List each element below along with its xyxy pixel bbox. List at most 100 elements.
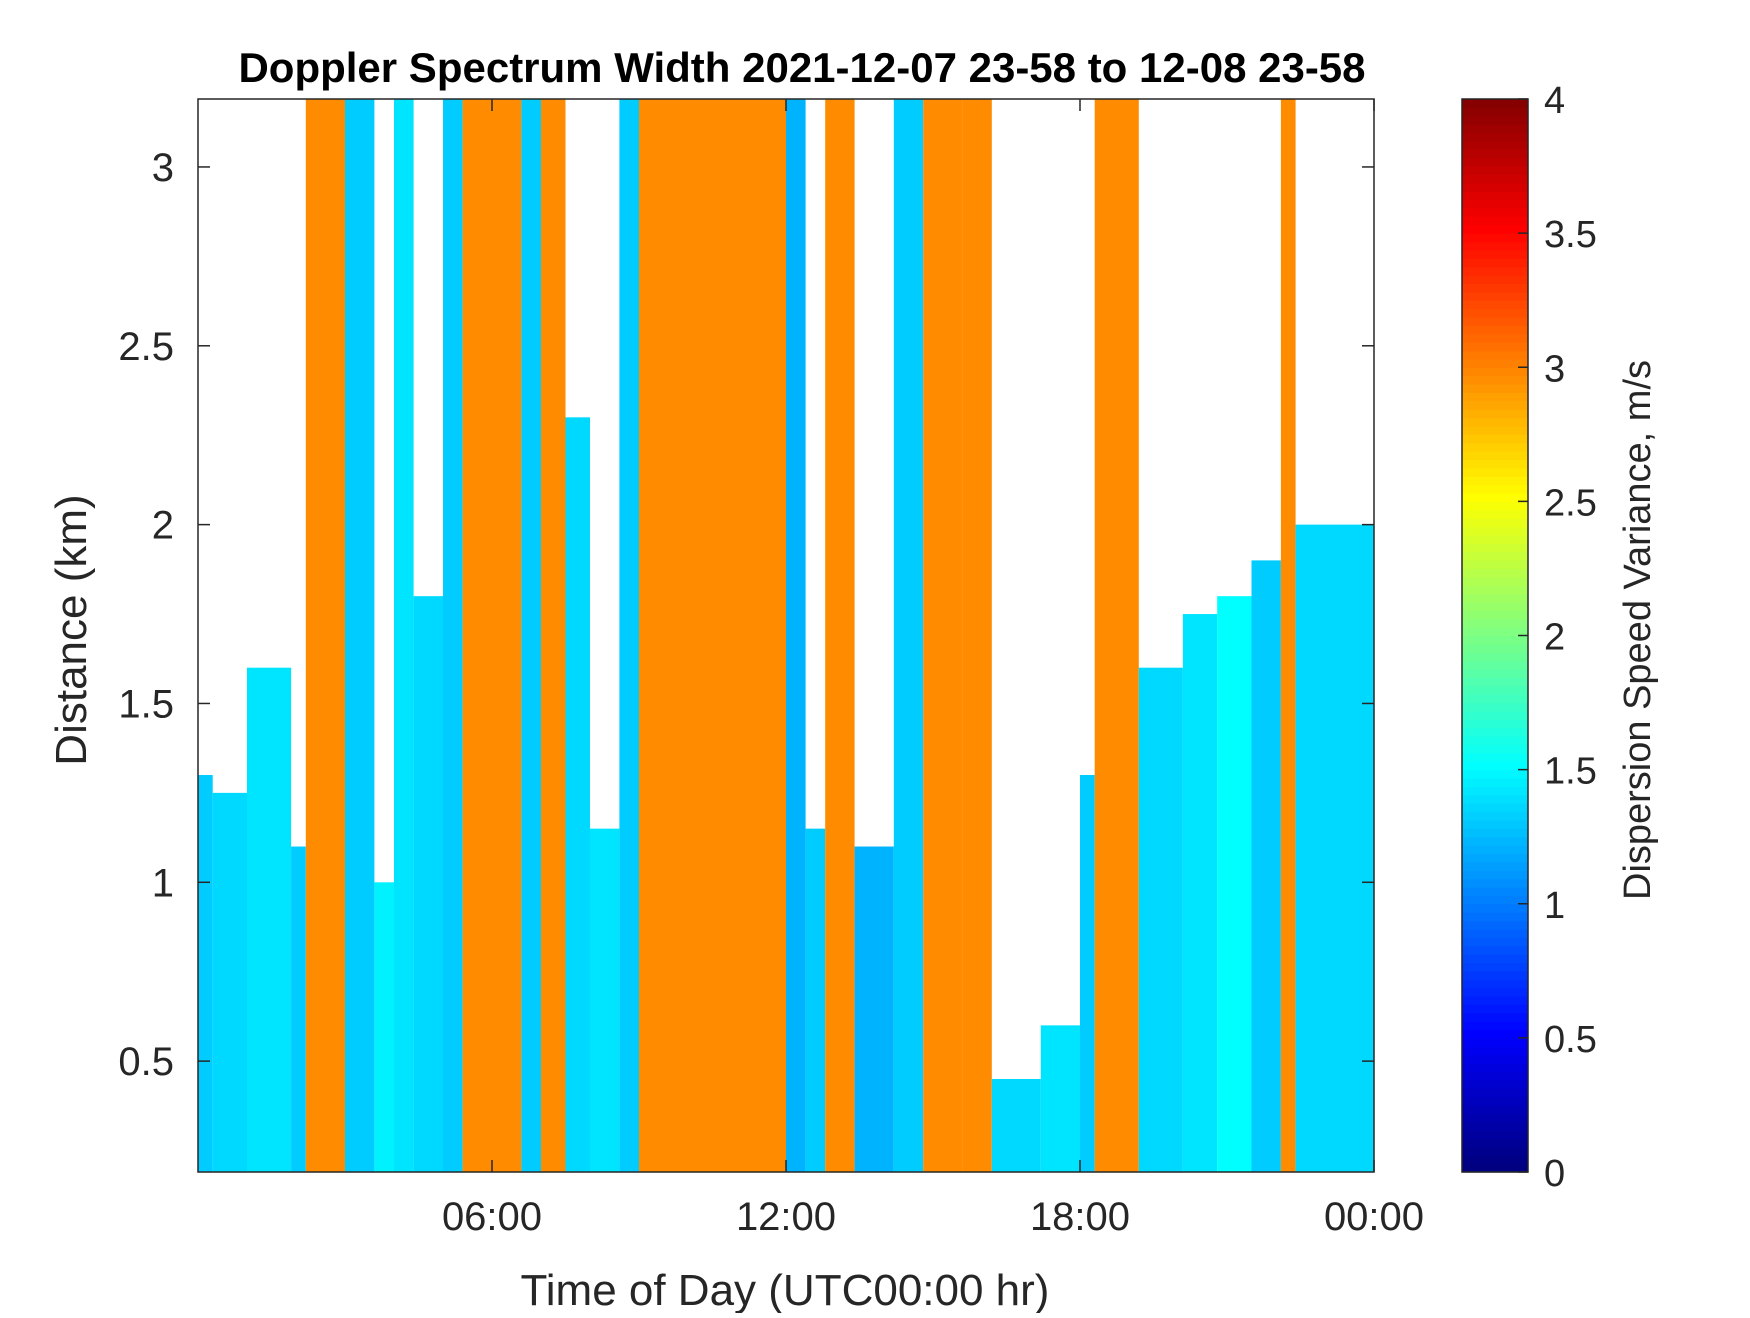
colorbar-segment <box>1462 166 1528 176</box>
colorbar-segment <box>1462 174 1528 184</box>
colorbar-tick-label: 2 <box>1544 617 1565 659</box>
heatmap-cell <box>212 792 247 1172</box>
colorbar-label: Dispersion Speed Variance, m/s <box>1617 360 1659 900</box>
heatmap-cell <box>565 417 590 1172</box>
colorbar-tick-label: 0.5 <box>1544 1019 1597 1061</box>
colorbar-segment <box>1462 710 1528 720</box>
colorbar-segment <box>1462 761 1528 771</box>
colorbar-segment <box>1462 384 1528 393</box>
colorbar-segment <box>1462 811 1528 821</box>
colorbar-segment <box>1462 325 1528 335</box>
colorbar-segment <box>1462 518 1528 528</box>
heatmap-cell <box>1080 774 1095 1172</box>
colorbar-tick-label: 3.5 <box>1544 214 1597 256</box>
colorbar-tick-label: 3 <box>1544 348 1565 390</box>
colorbar-tick-label: 0 <box>1544 1153 1565 1195</box>
y-tick-label: 3 <box>152 146 174 190</box>
colorbar-segment <box>1462 778 1528 787</box>
colorbar-segment <box>1462 744 1528 754</box>
colorbar-segment <box>1462 878 1528 888</box>
colorbar-segment <box>1462 492 1528 502</box>
y-axis-label: Distance (km) <box>47 494 96 765</box>
colorbar-segment <box>1462 392 1528 402</box>
heatmap-cell <box>619 99 639 1172</box>
colorbar-segment <box>1462 727 1528 737</box>
heatmap-cell <box>198 774 213 1172</box>
heatmap-cell <box>991 1079 1041 1172</box>
colorbar-segment <box>1462 367 1528 377</box>
colorbar-segment <box>1462 1037 1528 1047</box>
colorbar-segment <box>1462 627 1528 637</box>
colorbar-segment <box>1462 585 1528 595</box>
colorbar-segment <box>1462 819 1528 829</box>
colorbar-segment <box>1462 886 1528 896</box>
colorbar-segment <box>1462 1046 1528 1056</box>
colorbar-tick-label: 4 <box>1544 80 1565 122</box>
colorbar-segment <box>1462 610 1528 620</box>
colorbar-segment <box>1462 694 1528 704</box>
x-tick-label: 12:00 <box>736 1195 836 1239</box>
colorbar-segment <box>1462 484 1528 494</box>
heatmap-cell <box>247 667 292 1172</box>
heatmap-cell <box>1295 524 1374 1172</box>
colorbar-segment <box>1462 534 1528 544</box>
plot-area <box>198 99 1374 1172</box>
colorbar-segment <box>1462 652 1528 662</box>
colorbar-segment <box>1462 736 1528 746</box>
colorbar-segment <box>1462 828 1528 838</box>
colorbar-segment <box>1462 1138 1528 1148</box>
colorbar-segment <box>1462 677 1528 687</box>
colorbar-segment <box>1462 1012 1528 1022</box>
colorbar-segment <box>1462 702 1528 712</box>
colorbar-segment <box>1462 912 1528 922</box>
heatmap-cell <box>854 846 894 1172</box>
y-tick-label: 1 <box>152 861 174 905</box>
colorbar-segment <box>1462 1079 1528 1089</box>
colorbar-segment <box>1462 375 1528 385</box>
colorbar-segment <box>1462 794 1528 804</box>
heatmap-cell <box>825 99 855 1172</box>
chart-title: Doppler Spectrum Width 2021-12-07 23-58 … <box>238 44 1365 91</box>
colorbar-segment <box>1462 1130 1528 1140</box>
y-tick-label: 2.5 <box>118 325 174 369</box>
colorbar-segment <box>1462 140 1528 150</box>
heatmap-cell <box>1217 596 1252 1172</box>
colorbar-segment <box>1462 191 1528 201</box>
colorbar-segment <box>1462 132 1528 142</box>
colorbar-segment <box>1462 568 1528 578</box>
y-tick-label: 2 <box>152 504 174 548</box>
colorbar-segment <box>1462 308 1528 318</box>
colorbar-segment <box>1462 275 1528 285</box>
colorbar: 0 0.5 1 1.5 2 2.5 3 3.5 4 <box>1461 80 1597 1195</box>
colorbar-segment <box>1462 451 1528 461</box>
colorbar-segment <box>1462 786 1528 796</box>
heatmap-cell <box>1182 614 1218 1172</box>
colorbar-segment <box>1462 1121 1528 1131</box>
colorbar-segment <box>1462 551 1528 561</box>
colorbar-segment <box>1462 99 1528 108</box>
heatmap-cell <box>893 99 924 1172</box>
colorbar-segment <box>1462 467 1528 477</box>
heatmap-cell <box>462 99 492 1172</box>
colorbar-segment <box>1462 316 1528 326</box>
colorbar-segment <box>1462 442 1528 452</box>
colorbar-segment <box>1462 945 1528 955</box>
colorbar-segment <box>1462 593 1528 603</box>
heatmap-cell <box>1251 560 1281 1172</box>
colorbar-segment <box>1462 149 1528 159</box>
colorbar-segment <box>1462 241 1528 251</box>
x-tick-label: 00:00 <box>1324 1195 1424 1239</box>
colorbar-segment <box>1462 903 1528 913</box>
x-axis: 06:00 12:00 18:00 00:00 <box>442 99 1424 1239</box>
colorbar-segment <box>1462 560 1528 570</box>
colorbar-segment <box>1462 1054 1528 1064</box>
colorbar-segment <box>1462 459 1528 469</box>
heatmap-cell <box>923 99 963 1172</box>
colorbar-segment <box>1462 752 1528 762</box>
colorbar-segment <box>1462 1146 1528 1156</box>
colorbar-segment <box>1462 979 1528 989</box>
colorbar-segment <box>1462 954 1528 964</box>
colorbar-segment <box>1462 342 1528 352</box>
colorbar-segment <box>1462 543 1528 553</box>
